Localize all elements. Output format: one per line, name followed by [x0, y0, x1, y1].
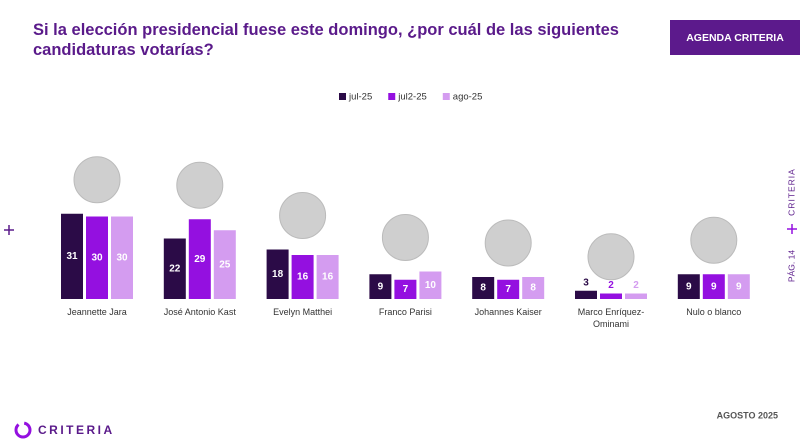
category-label: Evelyn Matthei: [273, 307, 333, 317]
value-label: 30: [91, 252, 103, 263]
bar: [575, 290, 597, 299]
category-label: Marco Enríquez-Ominami: [577, 307, 645, 329]
category-label: José Antonio Kast: [163, 307, 236, 317]
value-label: 9: [686, 281, 692, 292]
bar: [213, 230, 236, 299]
bar: [394, 279, 417, 299]
category-label: Johannes Kaiser: [474, 307, 542, 317]
candidate-photo: [690, 216, 738, 264]
legend-label: jul2-25: [397, 92, 427, 103]
bar: [266, 249, 289, 299]
value-label: 2: [608, 280, 614, 291]
bar: [419, 271, 442, 299]
category-label: Nulo o blanco: [686, 307, 742, 317]
footer-date: AGOSTO 2025: [717, 410, 778, 420]
bar: [472, 277, 495, 299]
bar: [522, 277, 545, 299]
legend-swatch: [442, 93, 450, 100]
value-label: 22: [169, 263, 181, 274]
value-label: 25: [219, 259, 231, 270]
bar: [702, 274, 725, 299]
bar: [86, 216, 108, 299]
candidate-photo: [381, 214, 429, 261]
bar: [369, 274, 392, 299]
bar: [188, 219, 211, 299]
value-label: 9: [736, 281, 742, 292]
logo-icon: [14, 421, 32, 439]
bar: [316, 255, 339, 299]
value-label: 18: [272, 269, 284, 280]
bar: [111, 216, 133, 299]
side-page: PÁG. 14: [786, 250, 796, 282]
value-label: 2: [633, 280, 639, 291]
value-label: 8: [480, 283, 486, 294]
bar: [497, 279, 520, 299]
bar: [625, 293, 647, 299]
category-label: Franco Parisi: [378, 307, 432, 317]
side-brand: CRITERIA: [786, 168, 796, 216]
value-label: 9: [378, 281, 384, 292]
value-label: 31: [66, 251, 78, 262]
legend-label: ago-25: [453, 92, 483, 103]
candidate-photo: [279, 192, 327, 239]
logo-text: CRITERIA: [38, 423, 115, 437]
agenda-button-label[interactable]: AGENDA CRITERIA: [686, 32, 784, 44]
legend-label: jul-25: [348, 92, 372, 103]
value-label: 8: [530, 283, 536, 294]
value-label: 30: [116, 252, 128, 263]
value-label: 16: [322, 272, 334, 283]
value-label: 7: [505, 284, 511, 295]
value-label: 16: [297, 272, 309, 283]
candidate-photo: [587, 233, 635, 281]
value-label: 10: [425, 280, 437, 291]
title: Si la elección presidencial fuese este d…: [33, 21, 619, 59]
candidate-photo: [484, 219, 532, 267]
bar: [163, 238, 186, 299]
legend-swatch: [388, 93, 396, 100]
bar: [61, 213, 83, 299]
bar: [600, 293, 622, 299]
agenda-button[interactable]: [670, 20, 800, 55]
value-label: 7: [403, 284, 409, 295]
category-label: Jeannette Jara: [67, 307, 127, 317]
legend-swatch: [339, 93, 346, 100]
candidate-photo: [73, 156, 121, 204]
bar: [291, 255, 314, 299]
value-label: 3: [583, 277, 589, 288]
candidate-photo: [176, 161, 224, 209]
bar: [727, 274, 750, 299]
value-label: 29: [194, 254, 206, 265]
value-label: 9: [711, 281, 717, 292]
bar: [677, 274, 700, 299]
